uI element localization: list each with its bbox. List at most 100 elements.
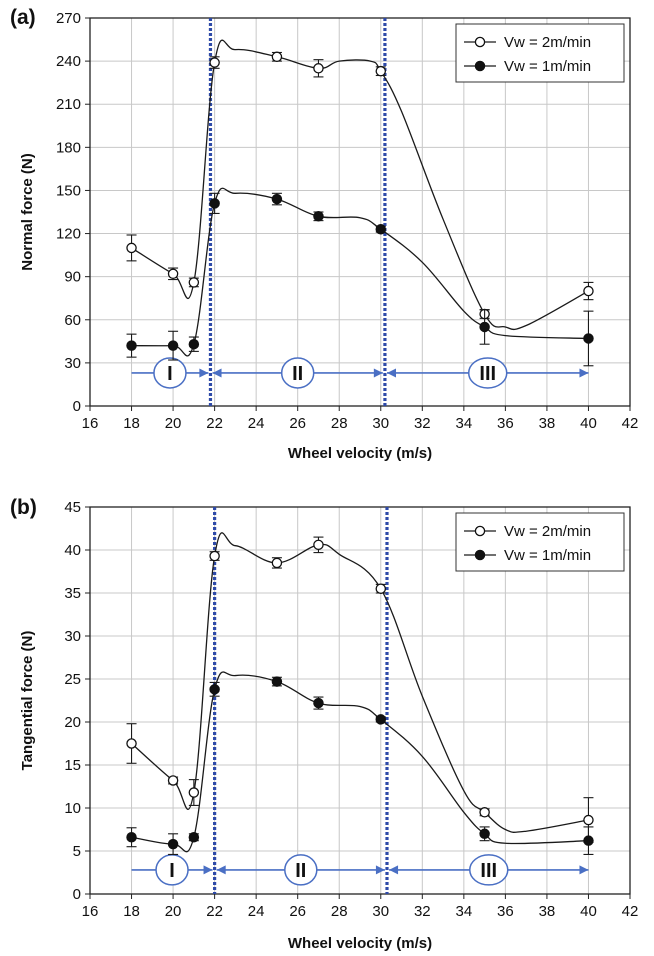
legend-box (455, 23, 625, 83)
region-arrow-head (199, 368, 209, 378)
data-point (313, 697, 324, 709)
y-tick-label: 30 (64, 628, 81, 645)
x-tick-label: 18 (123, 415, 140, 432)
y-tick-label: 0 (73, 398, 81, 415)
legend-label: Vw = 1m/min (504, 58, 591, 75)
region-label: III (480, 860, 497, 882)
region-label: I (167, 363, 173, 385)
x-axis-label: Wheel velocity (m/s) (288, 935, 432, 952)
data-point (375, 583, 387, 594)
data-point (313, 211, 324, 222)
series-vw-2 (126, 532, 594, 843)
y-tick-label: 20 (64, 714, 81, 731)
y-tick-label: 10 (64, 800, 81, 817)
data-point (583, 835, 594, 846)
x-tick-label: 16 (82, 415, 99, 432)
x-tick-label: 38 (539, 415, 556, 432)
x-tick-label: 40 (580, 903, 597, 920)
x-tick-label: 34 (456, 903, 473, 920)
legend-label: Vw = 1m/min (504, 547, 591, 564)
x-tick-label: 28 (331, 415, 348, 432)
y-tick-label: 30 (64, 355, 81, 372)
data-point (209, 57, 220, 68)
region-arrow-head (389, 865, 399, 875)
data-point (126, 738, 137, 749)
y-tick-label: 0 (73, 886, 81, 903)
legend-marker (474, 36, 486, 48)
series-vw-2 (126, 39, 594, 331)
data-point (375, 65, 387, 77)
y-tick-label: 270 (56, 10, 81, 27)
data-point (209, 198, 220, 209)
data-point (313, 63, 324, 74)
y-tick-label: 180 (56, 139, 81, 156)
y-tick-label: 240 (56, 53, 81, 70)
data-point (167, 340, 179, 351)
series-line (131, 187, 589, 357)
legend-marker (474, 525, 486, 537)
region-label: III (479, 363, 496, 385)
y-tick-label: 210 (56, 96, 81, 113)
data-point (479, 828, 490, 840)
series-line (131, 532, 589, 833)
data-point (271, 51, 283, 63)
legend-label: Vw = 2m/min (504, 34, 591, 51)
region-III: III (389, 854, 589, 886)
y-axis-label: Normal force (N) (19, 153, 36, 271)
x-tick-label: 28 (331, 903, 348, 920)
data-point (271, 193, 283, 205)
region-arrow-head (203, 865, 213, 875)
x-tick-label: 42 (622, 903, 639, 920)
x-tick-label: 20 (165, 903, 182, 920)
x-tick-label: 34 (456, 415, 473, 432)
chart-panel-b: 16 18 20 22 24 26 28 30 32 34 36 38 40 42 0 5 10 15 20 25 30… (10, 496, 638, 952)
x-tick-label: 30 (372, 903, 389, 920)
region-arrow-head (375, 865, 385, 875)
y-tick-label: 25 (64, 671, 81, 688)
y-tick-label: 90 (64, 269, 81, 286)
data-point (188, 831, 200, 843)
x-tick-label: 18 (123, 903, 140, 920)
region-arrow-head (579, 368, 589, 378)
region-arrow-head (579, 865, 589, 875)
data-point (271, 557, 283, 569)
data-point (583, 285, 594, 297)
y-tick-label: 15 (64, 757, 81, 774)
data-point (271, 676, 283, 687)
x-tick-label: 24 (248, 415, 265, 432)
x-axis-label: Wheel velocity (m/s) (288, 445, 432, 462)
region-circle (467, 357, 508, 389)
region-I: I (131, 357, 209, 389)
data-point (583, 814, 594, 826)
data-point (313, 539, 324, 551)
x-tick-label: 36 (497, 903, 514, 920)
x-tick-label: 32 (414, 903, 431, 920)
x-tick-label: 22 (206, 415, 223, 432)
region-label: II (295, 860, 306, 882)
plot-frame (89, 506, 631, 895)
x-tick-label: 24 (248, 903, 265, 920)
data-point (209, 550, 220, 562)
series-vw-1 (126, 671, 594, 855)
data-point (126, 340, 137, 351)
data-point (167, 775, 179, 786)
data-point (126, 242, 137, 254)
region-circle (284, 854, 318, 886)
chart-panel-a: 16 18 20 22 24 26 28 30 32 34 36 38 40 42 0 30 60 90 120 15… (10, 6, 638, 462)
x-tick-label: 32 (414, 415, 431, 432)
region-circle (280, 357, 315, 389)
x-tick-label: 26 (289, 903, 306, 920)
region-circle (469, 854, 509, 886)
panel-label: (a) (10, 6, 36, 29)
region-label: II (292, 363, 303, 385)
y-tick-label: 150 (56, 182, 81, 199)
y-tick-label: 35 (64, 585, 81, 602)
data-point (126, 831, 137, 843)
y-axis-label: Tangential force (N) (19, 631, 36, 771)
plot-frame (89, 17, 631, 407)
x-tick-label: 26 (289, 415, 306, 432)
y-tick-label: 60 (64, 312, 81, 329)
series-line (131, 671, 589, 853)
x-tick-label: 40 (580, 415, 597, 432)
